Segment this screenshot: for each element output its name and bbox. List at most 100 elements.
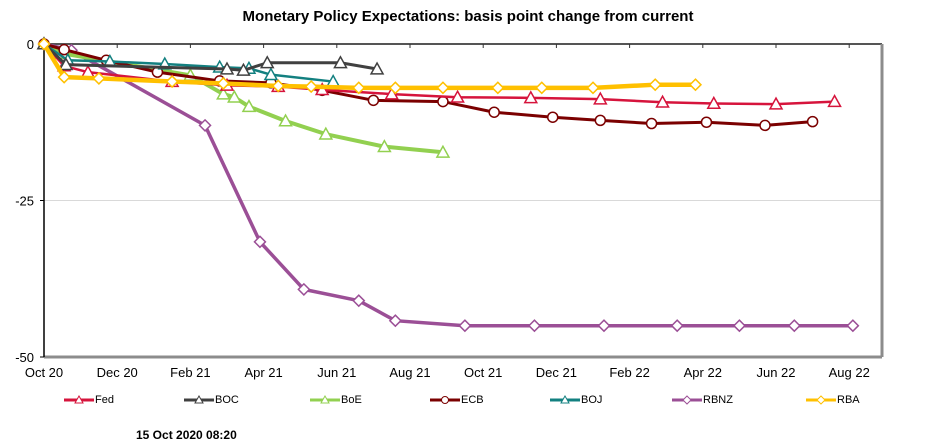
data-point-rbnz — [198, 118, 212, 132]
data-point-ecb — [594, 114, 607, 127]
legend-label: BOC — [215, 394, 239, 406]
legend-swatch — [430, 396, 460, 404]
data-point-rbnz — [670, 319, 684, 333]
legend-swatch — [184, 394, 214, 404]
data-point-rba — [37, 37, 51, 51]
data-point-rbnz — [458, 319, 472, 333]
legend-swatch-marker — [320, 394, 330, 404]
data-point-fed — [523, 90, 539, 104]
legend: Fed BOC BoE ECB BOJ RBNZ RBA — [0, 394, 936, 414]
data-point-boe — [278, 113, 293, 127]
data-point-rba — [216, 76, 230, 90]
legend-swatch-marker — [74, 394, 84, 404]
data-point-ecb — [437, 95, 449, 108]
data-point-rbnz — [732, 319, 746, 333]
legend-swatch — [672, 395, 702, 405]
legend-label: ECB — [461, 394, 484, 406]
data-point-rba — [352, 81, 366, 95]
data-point-fed — [768, 96, 784, 110]
data-point-rba — [165, 74, 179, 89]
x-tick-label: Oct 20 — [25, 365, 63, 380]
legend-item-fed: Fed — [64, 394, 114, 406]
legend-label: BOJ — [581, 394, 603, 406]
legend-label: BoE — [341, 394, 362, 406]
data-point-rbnz — [846, 319, 860, 333]
data-point-boe — [241, 99, 257, 113]
chart-title: Monetary Policy Expectations: basis poin… — [242, 8, 694, 25]
legend-label: Fed — [95, 394, 114, 406]
data-point-ecb — [645, 117, 658, 130]
axes — [40, 43, 884, 359]
legend-item-rbnz: RBNZ — [672, 394, 733, 406]
data-point-boe — [227, 89, 242, 103]
legend-swatch-marker — [560, 394, 570, 404]
legend-item-ecb: ECB — [430, 394, 484, 406]
x-tick-label: Dec 20 — [97, 365, 138, 380]
legend-item-boj: BOJ — [550, 394, 602, 406]
data-point-boc — [369, 61, 385, 75]
data-point-fed — [450, 89, 465, 103]
x-tick-label: Dec 21 — [536, 365, 577, 380]
legend-item-rba: RBA — [806, 394, 860, 406]
legend-swatch — [64, 394, 94, 404]
x-tick-label: Feb 21 — [170, 365, 210, 380]
data-point-rba — [92, 71, 106, 85]
data-point-rba — [688, 78, 703, 92]
data-point-boc — [333, 55, 348, 69]
data-point-boc — [259, 55, 275, 69]
data-point-rba — [436, 81, 450, 95]
data-point-boj — [263, 67, 279, 81]
data-point-ecb — [759, 119, 771, 132]
legend-swatch-marker — [682, 395, 692, 405]
data-point-rba — [388, 81, 402, 95]
series-line-rbnz — [43, 42, 853, 328]
data-point-rba — [586, 81, 600, 95]
x-tick-label: Apr 21 — [244, 365, 282, 380]
data-point-boc — [219, 61, 235, 75]
data-point-rbnz — [253, 235, 267, 249]
data-point-fed — [827, 94, 842, 108]
data-point-rbnz — [297, 282, 311, 296]
data-point-rba — [57, 70, 71, 84]
series-rba — [37, 37, 703, 95]
y-tick-label: -25 — [15, 194, 34, 209]
data-point-rbnz — [787, 319, 801, 333]
legend-item-boc: BOC — [184, 394, 239, 406]
legend-swatch-marker — [441, 396, 449, 404]
data-point-rbnz — [388, 314, 402, 328]
data-point-fed — [706, 95, 722, 110]
data-point-ecb — [700, 116, 713, 128]
legend-swatch — [806, 395, 836, 405]
data-point-ecb — [58, 43, 70, 56]
legend-label: RBNZ — [703, 394, 733, 406]
tick-labels: Oct 20 Dec 20 Feb 21 Apr 21 Jun 21 Aug 21 Oct … — [15, 37, 870, 380]
data-point-ecb — [546, 111, 559, 123]
data-point-rba — [304, 80, 318, 94]
x-tick-label: Oct 21 — [464, 365, 502, 380]
data-point-rba — [491, 81, 505, 95]
x-tick-label: Jun 21 — [317, 365, 356, 380]
x-tick-label: Aug 22 — [829, 365, 870, 380]
chart-canvas: Oct 20 Dec 20 Feb 21 Apr 21 Jun 21 Aug 21 Oct … — [15, 36, 884, 380]
x-tick-label: Feb 22 — [609, 365, 649, 380]
data-point-ecb — [806, 115, 819, 128]
data-point-ecb — [367, 94, 380, 107]
data-point-boe — [318, 126, 334, 140]
x-tick-label: Aug 21 — [389, 365, 430, 380]
legend-label: RBA — [837, 394, 860, 406]
x-tick-label: Jun 22 — [756, 365, 795, 380]
y-tick-label: -50 — [15, 350, 34, 365]
data-point-rba — [535, 81, 549, 95]
legend-swatch-marker — [816, 395, 826, 405]
legend-swatch-marker — [194, 394, 204, 404]
y-tick-label: 0 — [27, 37, 34, 52]
data-point-rba — [271, 79, 285, 93]
data-point-rbnz — [597, 319, 611, 333]
series-group — [36, 36, 860, 333]
legend-swatch — [550, 394, 580, 404]
data-point-ecb — [488, 106, 500, 118]
x-tick-label: Apr 22 — [684, 365, 722, 380]
data-point-boe — [435, 144, 451, 158]
data-point-boe — [377, 139, 392, 153]
timestamp: 15 Oct 2020 08:20 — [136, 428, 237, 442]
